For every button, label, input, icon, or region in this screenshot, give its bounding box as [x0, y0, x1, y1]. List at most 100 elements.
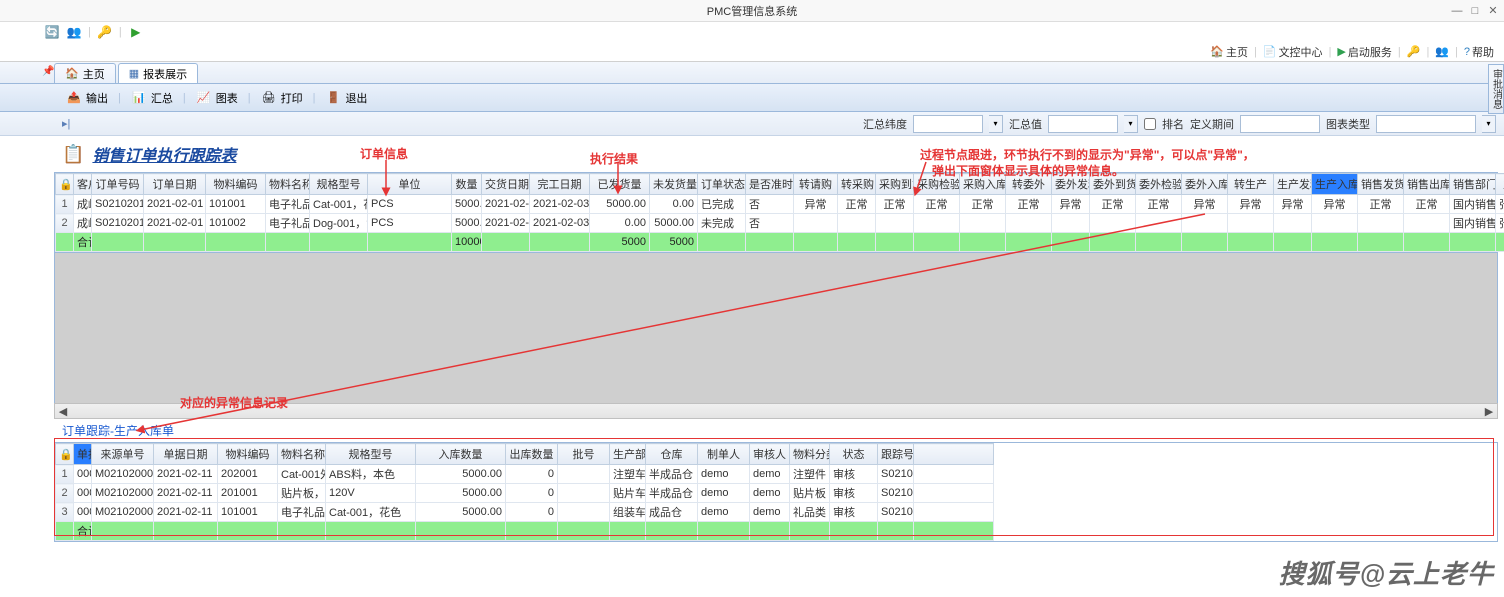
report-icon: 📋	[62, 144, 84, 165]
tab-report[interactable]: ▦报表展示	[118, 63, 198, 83]
menu-home[interactable]: 🏠主页	[1206, 44, 1252, 60]
col-4[interactable]: 物料编码	[206, 174, 266, 195]
maximize-button[interactable]: □	[1468, 4, 1482, 18]
col2-2[interactable]: 来源单号	[92, 444, 154, 465]
quick-access-toolbar: 🔄 👥 | 🔑 | ▶	[0, 22, 1504, 42]
sub-grid: 🔒单据号码来源单号单据日期物料编码物料名称规格型号入库数量出库数量批号生产部门仓…	[54, 442, 1498, 542]
col-23[interactable]: 委外检验	[1136, 174, 1182, 195]
col-16[interactable]: 转采购	[838, 174, 876, 195]
scroll-left[interactable]: ◀	[55, 405, 71, 418]
close-button[interactable]: ✕	[1486, 4, 1500, 18]
production-in-table[interactable]: 🔒单据号码来源单号单据日期物料编码物料名称规格型号入库数量出库数量批号生产部门仓…	[55, 443, 1497, 541]
col-25[interactable]: 转生产	[1228, 174, 1274, 195]
dd-dim[interactable]: ▾	[989, 115, 1003, 133]
col-17[interactable]: 采购到货	[876, 174, 914, 195]
input-charttype[interactable]	[1376, 115, 1476, 133]
menu-doc[interactable]: 📄文控中心	[1259, 44, 1327, 60]
col-18[interactable]: 采购检验	[914, 174, 960, 195]
tool-print[interactable]: 🖨打印	[255, 88, 309, 108]
col-6[interactable]: 规格型号	[310, 174, 368, 195]
menu-users[interactable]: 👥	[1431, 45, 1453, 58]
col-12[interactable]: 未发货量	[650, 174, 698, 195]
minimize-button[interactable]: —	[1450, 4, 1464, 18]
tool-sum[interactable]: 📊汇总	[125, 88, 179, 108]
tool-chart[interactable]: 📈图表	[190, 88, 244, 108]
order-tracking-table[interactable]: 🔒客户订单号码订单日期物料编码物料名称规格型号单位数量交货日期完工日期已发货量未…	[55, 173, 1504, 252]
col-26[interactable]: 生产发料	[1274, 174, 1312, 195]
col-5[interactable]: 物料名称	[266, 174, 310, 195]
col-lock[interactable]: 🔒	[56, 174, 74, 195]
col2-6[interactable]: 规格型号	[326, 444, 416, 465]
col-10[interactable]: 完工日期	[530, 174, 590, 195]
col-15[interactable]: 转请购	[794, 174, 838, 195]
col-30[interactable]: 销售部门	[1450, 174, 1496, 195]
play-icon[interactable]: ▶	[128, 24, 144, 40]
main-grid: 🔒客户订单号码订单日期物料编码物料名称规格型号单位数量交货日期完工日期已发货量未…	[54, 172, 1498, 253]
col2-13[interactable]: 审核人	[750, 444, 790, 465]
col-27[interactable]: 生产入库	[1312, 174, 1358, 195]
menu-key[interactable]: 🔑	[1403, 45, 1425, 58]
dd-charttype[interactable]: ▾	[1482, 115, 1496, 133]
input-dim[interactable]	[913, 115, 983, 133]
col-7[interactable]: 单位	[368, 174, 452, 195]
col2-3[interactable]: 单据日期	[154, 444, 218, 465]
col2-11[interactable]: 仓库	[646, 444, 698, 465]
dd-val[interactable]: ▾	[1124, 115, 1138, 133]
side-approval-tab[interactable]: 审批消息	[1488, 64, 1504, 114]
refresh-icon[interactable]: 🔄	[44, 24, 60, 40]
col2-15[interactable]: 状态	[830, 444, 878, 465]
col2-1[interactable]: 单据号码	[74, 444, 92, 465]
col-13[interactable]: 订单状态	[698, 174, 746, 195]
table-row[interactable]: 2成峰科技S0210201012021-02-01101002电子礼品狗Dog-…	[56, 214, 1504, 233]
window-title: PMC管理信息系统	[707, 3, 797, 19]
col2-8[interactable]: 出库数量	[506, 444, 558, 465]
menu-start[interactable]: ▶启动服务	[1333, 44, 1395, 60]
pin-icon[interactable]: 📌	[42, 66, 54, 77]
collapse-icon[interactable]: ▸|	[62, 117, 70, 130]
table-row[interactable]: 30000000006M0210200042021-02-11101001电子礼…	[56, 503, 1497, 522]
col-31[interactable]: 业务员	[1496, 174, 1504, 195]
h-scrollbar-1[interactable]: ◀▶	[54, 403, 1498, 419]
table-row[interactable]: 1成峰科技S0210201012021-02-01101001电子礼品猫Cat-…	[56, 195, 1504, 214]
scroll-right[interactable]: ▶	[1481, 405, 1497, 418]
col2-4[interactable]: 物料编码	[218, 444, 278, 465]
col2-10[interactable]: 生产部门	[610, 444, 646, 465]
col-14[interactable]: 是否准时	[746, 174, 794, 195]
input-val[interactable]	[1048, 115, 1118, 133]
col-1[interactable]: 客户	[74, 174, 92, 195]
col2-9[interactable]: 批号	[558, 444, 610, 465]
col-11[interactable]: 已发货量	[590, 174, 650, 195]
menu-help[interactable]: ?帮助	[1460, 44, 1498, 60]
col-3[interactable]: 订单日期	[144, 174, 206, 195]
col-22[interactable]: 委外到货	[1090, 174, 1136, 195]
col-19[interactable]: 采购入库	[960, 174, 1006, 195]
tool-exit[interactable]: 🚪退出	[319, 88, 373, 108]
home-icon: 🏠	[65, 67, 79, 80]
table-row[interactable]: 20000000005M0210200042021-02-11201001贴片板…	[56, 484, 1497, 503]
col-20[interactable]: 转委外	[1006, 174, 1052, 195]
exit-icon: 🚪	[325, 90, 341, 106]
col-9[interactable]: 交货日期	[482, 174, 530, 195]
col2-5[interactable]: 物料名称	[278, 444, 326, 465]
col-lock-2[interactable]: 🔒	[56, 444, 74, 465]
col2-14[interactable]: 物料分类	[790, 444, 830, 465]
col-21[interactable]: 委外发料	[1052, 174, 1090, 195]
cb-rank[interactable]	[1144, 118, 1156, 130]
col-2[interactable]: 订单号码	[92, 174, 144, 195]
col2-16[interactable]: 跟踪号	[878, 444, 914, 465]
col-28[interactable]: 销售发货	[1358, 174, 1404, 195]
tool-export[interactable]: 📤输出	[60, 88, 114, 108]
col2-12[interactable]: 制单人	[698, 444, 750, 465]
tab-home[interactable]: 🏠主页	[54, 63, 116, 83]
col2-7[interactable]: 入库数量	[416, 444, 506, 465]
input-period[interactable]	[1240, 115, 1320, 133]
help-icon: ?	[1464, 46, 1470, 58]
col-29[interactable]: 销售出库	[1404, 174, 1450, 195]
table-row[interactable]: 10000000004M0210200042021-02-11202001Cat…	[56, 465, 1497, 484]
col-24[interactable]: 委外入库	[1182, 174, 1228, 195]
col-8[interactable]: 数量	[452, 174, 482, 195]
chart-icon: 📈	[196, 90, 212, 106]
page-tabs: 📌 🏠主页 ▦报表展示	[0, 62, 1504, 84]
key-icon[interactable]: 🔑	[97, 24, 113, 40]
users-icon[interactable]: 👥	[66, 24, 82, 40]
